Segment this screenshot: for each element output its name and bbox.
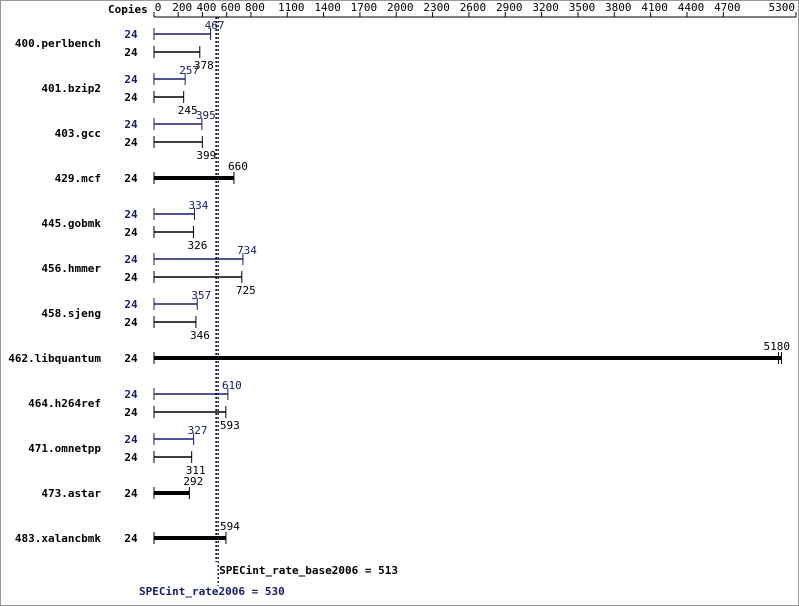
x-tick-label: 1700 [351,1,378,14]
category-label: 473.astar [41,487,101,500]
category-label: 403.gcc [55,127,101,140]
value-label: 399 [196,149,216,162]
category-label: 471.omnetpp [28,442,101,455]
value-label: 326 [188,239,208,252]
copies-label: 24 [124,136,138,149]
x-tick-label: 2600 [460,1,487,14]
x-tick-label: 4400 [678,1,705,14]
copies-label: 24 [124,208,138,221]
x-tick-label: 4700 [714,1,741,14]
x-tick-label: 2000 [387,1,414,14]
category-label: 401.bzip2 [41,82,101,95]
copies-label: 24 [124,226,138,239]
x-tick-label: 5300 [769,1,796,14]
value-label: 5180 [764,340,791,353]
copies-label: 24 [124,46,138,59]
x-tick-label: 3200 [532,1,559,14]
x-tick-label: 4100 [641,1,668,14]
value-label: 346 [190,329,210,342]
value-label: 334 [189,199,209,212]
copies-label: 24 [124,271,138,284]
x-tick-label: 200 [172,1,192,14]
category-label: 445.gobmk [41,217,101,230]
x-tick-label: 1100 [278,1,305,14]
reference-label: SPECint_rate_base2006 = 513 [219,564,398,577]
copies-header: Copies [108,3,148,16]
value-label: 357 [191,289,211,302]
value-label: 311 [186,464,206,477]
x-tick-label: 800 [245,1,265,14]
copies-label: 24 [124,406,138,419]
value-label: 292 [183,475,203,488]
value-label: 378 [194,59,214,72]
x-tick-label: 3800 [605,1,632,14]
copies-label: 24 [124,298,138,311]
copies-label: 24 [124,28,138,41]
x-tick-label: 2300 [423,1,450,14]
value-label: 257 [179,64,199,77]
x-tick-label: 3500 [569,1,596,14]
x-tick-label: 600 [221,1,241,14]
x-tick-label: 0 [155,1,162,14]
copies-label: 24 [124,451,138,464]
value-label: 594 [220,520,240,533]
value-label: 660 [228,160,248,173]
category-label: 400.perlbench [15,37,101,50]
copies-label: 24 [124,316,138,329]
value-label: 327 [188,424,208,437]
value-label: 610 [222,379,242,392]
copies-label: 24 [124,487,138,500]
copies-label: 24 [124,253,138,266]
value-label: 734 [237,244,257,257]
copies-label: 24 [124,172,138,185]
category-label: 462.libquantum [8,352,101,365]
copies-label: 24 [124,73,138,86]
category-label: 429.mcf [55,172,101,185]
copies-label: 24 [124,532,138,545]
value-label: 725 [236,284,256,297]
x-tick-label: 1400 [314,1,341,14]
value-label: 245 [178,104,198,117]
reference-label: SPECint_rate2006 = 530 [139,585,285,598]
value-label: 593 [220,419,240,432]
x-tick-label: 400 [197,1,217,14]
copies-label: 24 [124,352,138,365]
value-label: 467 [205,19,225,32]
x-tick-label: 2900 [496,1,523,14]
copies-label: 24 [124,118,138,131]
category-label: 483.xalancbmk [15,532,101,545]
copies-label: 24 [124,91,138,104]
category-label: 464.h264ref [28,397,101,410]
value-label: 395 [196,109,216,122]
copies-label: 24 [124,388,138,401]
copies-label: 24 [124,433,138,446]
category-label: 458.sjeng [41,307,101,320]
category-label: 456.hmmer [41,262,101,275]
